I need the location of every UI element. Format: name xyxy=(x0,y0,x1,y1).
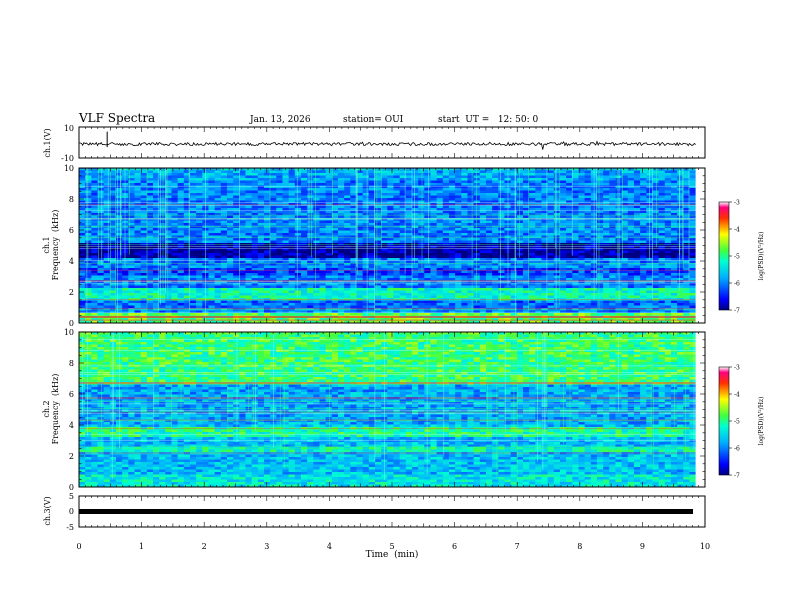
colorbar-tick-label: -3 xyxy=(734,200,740,207)
figure-title: VLF Spectra xyxy=(78,111,155,125)
colorbar-tick-label: -7 xyxy=(734,308,740,315)
ch2-spec-ylabel-1: ch.2 xyxy=(42,400,51,417)
ch1-waveform-panel: 10 -10 ch.1(V) xyxy=(43,124,706,163)
frequency-tick-label: 2 xyxy=(69,288,74,297)
date-label: Jan. 13, 2026 xyxy=(249,115,311,125)
time-tick-label: 8 xyxy=(577,542,582,551)
ch3-waveform-panel: 5 0 -5 ch.3(V) xyxy=(43,492,706,532)
frequency-tick-label: 4 xyxy=(69,257,74,266)
ch3-ytick-bottom: -5 xyxy=(66,523,74,532)
time-axis-tick-labels: 0 1 2 3 4 5 6 7 8 9 10 xyxy=(76,542,710,551)
colorbar-tick-label: -5 xyxy=(734,419,740,426)
ch3-ytick-mid: 0 xyxy=(69,507,74,516)
ch1-ytick-top: 10 xyxy=(64,124,74,133)
frequency-tick-label: 10 xyxy=(64,328,74,337)
time-tick-label: 9 xyxy=(640,542,645,551)
frequency-tick-label: 6 xyxy=(69,390,74,399)
ch2-colorbar-label: log(PSD)(V²/Hz) xyxy=(758,397,765,446)
ch1-colorbar-label: log(PSD)(V²/Hz) xyxy=(758,232,765,281)
ch1-colorbar: -7 -6 -5 -4 -3 log(PSD)(V²/Hz) xyxy=(718,200,765,315)
frequency-tick-label: 2 xyxy=(69,452,74,461)
time-tick-label: 2 xyxy=(202,542,207,551)
ch3-wave-ylabel: ch.3(V) xyxy=(43,496,52,525)
ch2-spectrogram-panel: ch.2 Frequency (kHz) 0 2 4 6 8 10 xyxy=(42,328,706,492)
ch1-spectrogram-image xyxy=(79,168,705,323)
frequency-tick-label: 8 xyxy=(69,359,74,368)
time-tick-label: 10 xyxy=(700,542,710,551)
time-tick-label: 0 xyxy=(76,542,81,551)
colorbar-tick-label: -4 xyxy=(734,227,740,234)
colorbar-tick-label: -6 xyxy=(734,281,740,288)
time-tick-label: 3 xyxy=(264,542,269,551)
colorbar-tick-label: -3 xyxy=(734,365,740,372)
frequency-tick-label: 8 xyxy=(69,195,74,204)
ch3-waveform-trace xyxy=(79,509,693,514)
time-tick-label: 4 xyxy=(327,542,332,551)
time-axis-ticks xyxy=(78,127,706,527)
start-time-label: start UT = 12: 50: 0 xyxy=(438,115,539,125)
station-label: station= OUI xyxy=(343,115,404,125)
ch1-spec-ylabel-2: Frequency (kHz) xyxy=(51,210,60,281)
time-tick-label: 7 xyxy=(515,542,520,551)
time-tick-label: 1 xyxy=(139,542,144,551)
time-tick-label: 6 xyxy=(452,542,457,551)
ch1-ytick-bottom: -10 xyxy=(61,154,74,163)
frequency-tick-label: 4 xyxy=(69,421,74,430)
ch1-spec-ylabel-1: ch.1 xyxy=(42,236,51,253)
colorbar-tick-label: -7 xyxy=(734,473,740,480)
time-tick-label: 5 xyxy=(389,542,394,551)
ch2-colorbar: -7 -6 -5 -4 -3 log(PSD)(V²/Hz) xyxy=(718,365,765,480)
ch1-spectrogram-panel: ch.1 Frequency (kHz) 0 2 4 6 8 10 xyxy=(42,164,706,328)
frequency-tick-label: 0 xyxy=(69,319,74,328)
ch2-spec-ylabel-2: Frequency (kHz) xyxy=(51,374,60,445)
ch3-ytick-top: 5 xyxy=(69,492,74,501)
frequency-tick-label: 6 xyxy=(69,226,74,235)
time-axis-label: Time (min) xyxy=(366,549,419,560)
colorbar-tick-label: -4 xyxy=(734,392,740,399)
ch1-waveform-trace xyxy=(79,131,696,150)
ch1-wave-ylabel: ch.1(V) xyxy=(43,128,52,157)
ch2-spectrogram-image xyxy=(79,332,705,487)
frequency-tick-label: 0 xyxy=(69,483,74,492)
frequency-tick-label: 10 xyxy=(64,164,74,173)
colorbar-tick-label: -6 xyxy=(734,446,740,453)
colorbar-tick-label: -5 xyxy=(734,254,740,261)
